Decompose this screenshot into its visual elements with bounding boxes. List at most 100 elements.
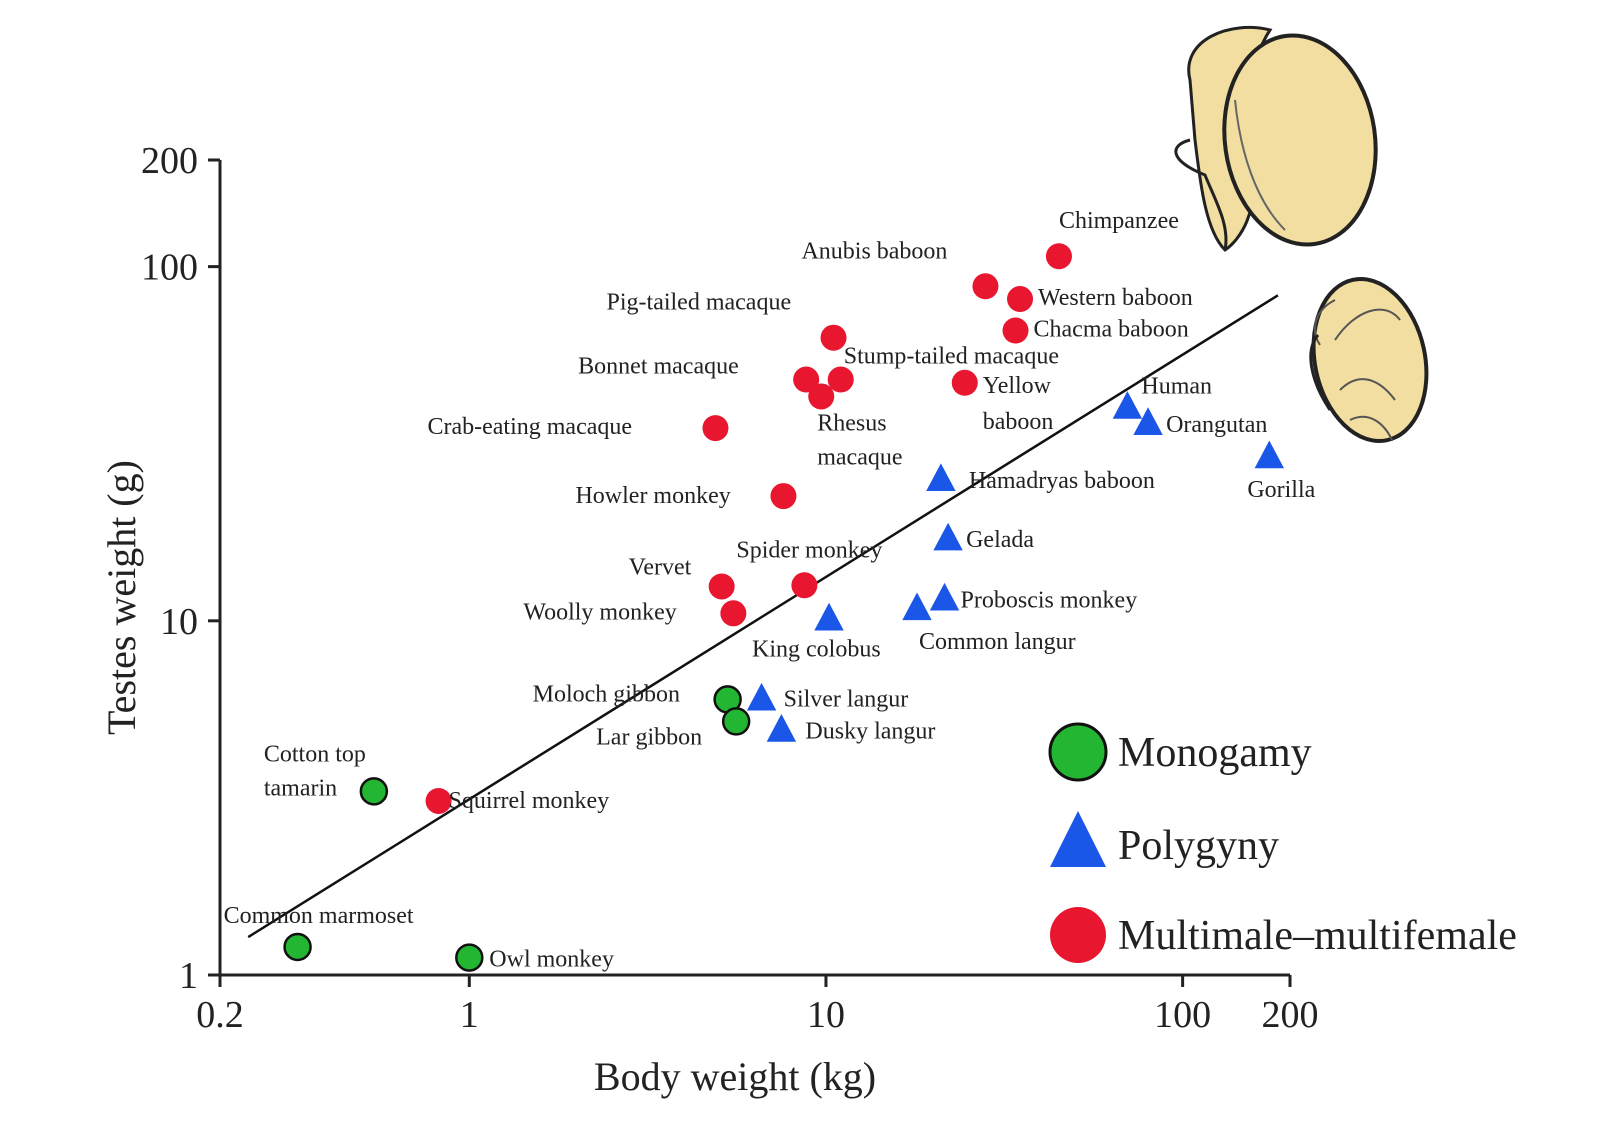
data-point-common-langur: Common langur	[902, 592, 1076, 655]
point-label-moloch-gibbon: Moloch gibbon	[533, 681, 680, 707]
marker-crab-eating-macaque	[702, 415, 729, 442]
marker-western-baboon	[1007, 286, 1034, 313]
regression-line	[247, 294, 1279, 939]
marker-woolly-monkey	[720, 600, 747, 627]
point-label-silver-langur: Silver langur	[784, 686, 909, 712]
point-label-common-langur: Common langur	[919, 629, 1076, 655]
data-point-yellow-baboon: Yellow baboon	[951, 369, 1053, 435]
marker-spider-monkey	[791, 572, 818, 599]
point-label-spider-monkey: Spider monkey	[736, 537, 882, 563]
data-point-orangutan: Orangutan	[1133, 407, 1267, 438]
marker-silver-langur	[746, 682, 777, 711]
marker-orangutan	[1133, 407, 1163, 435]
data-point-western-baboon: Western baboon	[1007, 285, 1193, 313]
data-point-stump-tailed-macaque: Stump-tailed macaque	[827, 344, 1059, 393]
y-tick-label: 200	[141, 140, 198, 182]
marker-squirrel-monkey	[425, 787, 452, 814]
legend-item-polygyny: Polygyny	[1050, 811, 1279, 869]
legend-marker	[1050, 811, 1106, 867]
point-label-chacma-baboon: Chacma baboon	[1034, 317, 1189, 343]
data-point-chacma-baboon: Chacma baboon	[1002, 317, 1189, 344]
data-point-gorilla: Gorilla	[1247, 440, 1316, 503]
marker-chimpanzee	[1045, 243, 1072, 270]
point-label-king-colobus: King colobus	[752, 636, 881, 662]
point-label-pig-tailed-macaque: Pig-tailed macaque	[607, 290, 792, 316]
data-point-vervet: Vervet	[629, 554, 735, 600]
point-label-owl-monkey: Owl monkey	[489, 947, 614, 973]
legend-label: Multimale–multifemale	[1118, 913, 1517, 959]
data-points: Cotton top tamarin Common marmoset Owl monk…	[224, 208, 1316, 972]
marker-chacma-baboon	[1002, 317, 1029, 344]
data-point-common-marmoset: Common marmoset	[224, 903, 414, 962]
data-point-howler-monkey: Howler monkey	[575, 483, 797, 510]
marker-lar-gibbon	[721, 707, 751, 736]
marker-howler-monkey	[770, 483, 797, 510]
y-tick-label: 1	[179, 955, 198, 997]
point-label-woolly-monkey: Woolly monkey	[523, 599, 676, 625]
point-label-rhesus-macaque: macaque	[817, 444, 902, 470]
point-label-stump-tailed-macaque: Stump-tailed macaque	[844, 344, 1059, 370]
point-label-common-marmoset: Common marmoset	[224, 903, 414, 929]
point-label-howler-monkey: Howler monkey	[575, 483, 730, 509]
marker-pig-tailed-macaque	[820, 324, 847, 351]
marker-yellow-baboon	[951, 369, 978, 396]
legend-marker	[1048, 722, 1108, 782]
marker-king-colobus	[814, 602, 844, 631]
data-point-squirrel-monkey: Squirrel monkey	[425, 787, 610, 814]
point-label-gorilla: Gorilla	[1247, 477, 1315, 503]
x-tick-label: 100	[1154, 994, 1211, 1036]
marker-common-marmoset	[283, 932, 312, 962]
point-label-cotton-top-tamarin: tamarin	[264, 775, 337, 801]
y-axis-title: Testes weight (g)	[99, 460, 144, 735]
point-label-orangutan: Orangutan	[1166, 412, 1267, 438]
x-axis-title: Body weight (kg)	[594, 1054, 876, 1099]
data-point-gelada: Gelada	[933, 522, 1034, 553]
data-point-spider-monkey: Spider monkey	[736, 537, 882, 599]
data-point-crab-eating-macaque: Crab-eating macaque	[427, 414, 729, 442]
large-testis-illustration	[1174, 25, 1378, 252]
marker-cotton-top-tamarin	[359, 777, 389, 806]
marker-stump-tailed-macaque	[827, 366, 854, 393]
x-tick-label: 10	[807, 994, 845, 1036]
marker-gelada	[933, 522, 963, 551]
data-point-anubis-baboon: Anubis baboon	[801, 238, 999, 300]
point-label-dusky-langur: Dusky langur	[805, 719, 935, 745]
legend: Monogamy Polygyny Multimale–multifemale	[1048, 722, 1517, 963]
marker-vervet	[708, 573, 735, 600]
data-point-woolly-monkey: Woolly monkey	[523, 599, 747, 627]
marker-dusky-langur	[766, 714, 797, 742]
small-testis-illustration	[1309, 276, 1429, 444]
data-point-hamadryas-baboon: Hamadryas baboon	[926, 463, 1155, 494]
point-label-crab-eating-macaque: Crab-eating macaque	[427, 414, 632, 440]
point-label-hamadryas-baboon: Hamadryas baboon	[969, 468, 1155, 494]
data-point-dusky-langur: Dusky langur	[766, 714, 935, 745]
point-label-gelada: Gelada	[966, 527, 1034, 553]
marker-human	[1112, 391, 1143, 419]
point-label-vervet: Vervet	[629, 554, 692, 580]
data-point-bonnet-macaque: Bonnet macaque	[578, 354, 820, 393]
point-label-cotton-top-tamarin: Cotton top	[264, 741, 366, 767]
data-point-chimpanzee: Chimpanzee	[1045, 208, 1179, 270]
data-point-cotton-top-tamarin: Cotton top tamarin	[264, 741, 389, 806]
legend-label: Polygyny	[1118, 823, 1279, 869]
point-label-lar-gibbon: Lar gibbon	[596, 724, 702, 750]
legend-marker	[1050, 907, 1106, 963]
marker-proboscis-monkey	[929, 582, 960, 611]
marker-anubis-baboon	[972, 273, 999, 300]
point-label-squirrel-monkey: Squirrel monkey	[449, 788, 610, 814]
x-tick-label: 0.2	[196, 994, 244, 1036]
legend-label: Monogamy	[1118, 730, 1312, 776]
marker-gorilla	[1254, 440, 1285, 469]
point-label-yellow-baboon: Yellow	[983, 373, 1052, 399]
data-point-proboscis-monkey: Proboscis monkey	[929, 582, 1137, 613]
marker-hamadryas-baboon	[926, 463, 956, 492]
data-point-moloch-gibbon: Moloch gibbon	[533, 681, 742, 714]
illustrations	[1174, 25, 1429, 444]
data-point-silver-langur: Silver langur	[746, 682, 909, 712]
x-tick-label: 200	[1262, 994, 1319, 1036]
marker-rhesus-macaque	[808, 383, 835, 410]
data-point-owl-monkey: Owl monkey	[455, 943, 614, 973]
data-point-king-colobus: King colobus	[752, 602, 881, 662]
legend-item-monogamy: Monogamy	[1048, 722, 1312, 782]
